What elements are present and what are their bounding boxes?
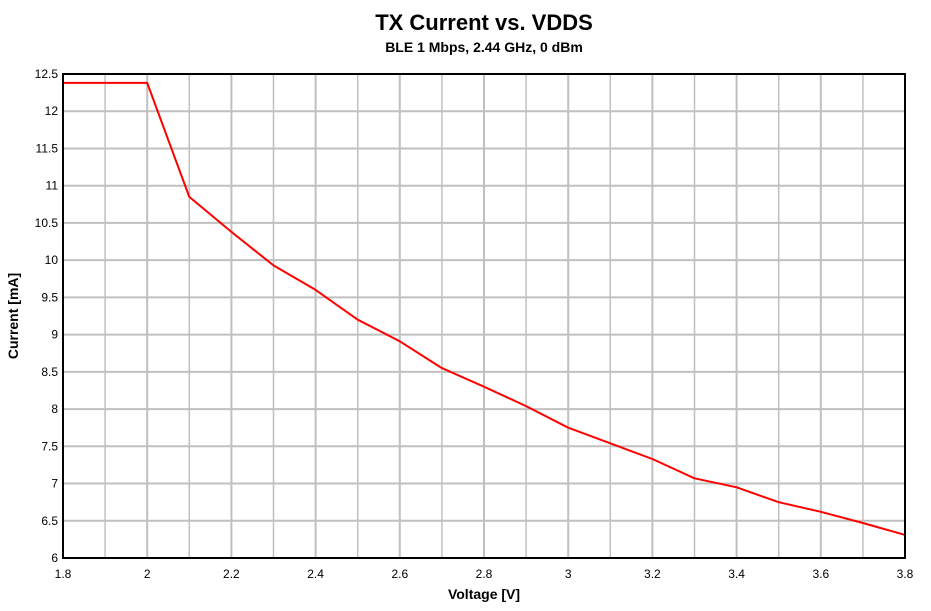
y-tick-label: 6	[51, 551, 58, 565]
y-tick-label: 11.5	[36, 141, 59, 155]
y-axis-label: Current [mA]	[5, 273, 21, 359]
series-line	[63, 81, 906, 536]
y-tick-label: 7	[51, 477, 58, 491]
y-tick-label: 7.5	[41, 439, 58, 453]
y-tick-label: 9.5	[41, 290, 58, 304]
y-tick-label: 11	[46, 179, 59, 193]
y-tick-label: 8.5	[41, 365, 58, 379]
y-tick-label: 12	[45, 104, 59, 118]
x-tick-label: 3.6	[812, 567, 829, 581]
x-axis-label: Voltage [V]	[448, 586, 520, 602]
x-tick-label: 2.4	[307, 567, 324, 581]
x-tick-label: 3.8	[897, 567, 914, 581]
y-tick-label: 8	[51, 402, 58, 416]
x-tick-label: 2.2	[223, 567, 240, 581]
x-tick-label: 3.2	[644, 567, 661, 581]
x-tick-label: 1.8	[55, 567, 72, 581]
y-tick-label: 9	[51, 328, 58, 342]
x-tick-label: 2.6	[391, 567, 408, 581]
x-tick-label: 3.4	[728, 567, 745, 581]
grid	[63, 74, 905, 558]
x-tick-label: 2	[144, 567, 151, 581]
chart-title: TX Current vs. VDDS	[375, 10, 593, 35]
y-tick-label: 10.5	[35, 216, 59, 230]
y-tick-labels: 6 6.5 7 7.5 8 8.5 9 9.5 10 10.5 11 11.5 12 12.5	[35, 67, 59, 565]
plot-frame	[62, 73, 906, 559]
y-tick-label: 6.5	[41, 514, 58, 528]
x-tick-labels: 1.8 2 2.2 2.4 2.6 2.8 3 3.2 3.4 3.6 3.8	[55, 567, 914, 581]
chart-subtitle: BLE 1 Mbps, 2.44 GHz, 0 dBm	[385, 39, 583, 55]
y-tick-label: 10	[45, 253, 59, 267]
x-tick-label: 3	[565, 567, 572, 581]
y-tick-label: 12.5	[35, 67, 59, 81]
series-layer	[63, 81, 906, 536]
x-tick-label: 2.8	[476, 567, 493, 581]
